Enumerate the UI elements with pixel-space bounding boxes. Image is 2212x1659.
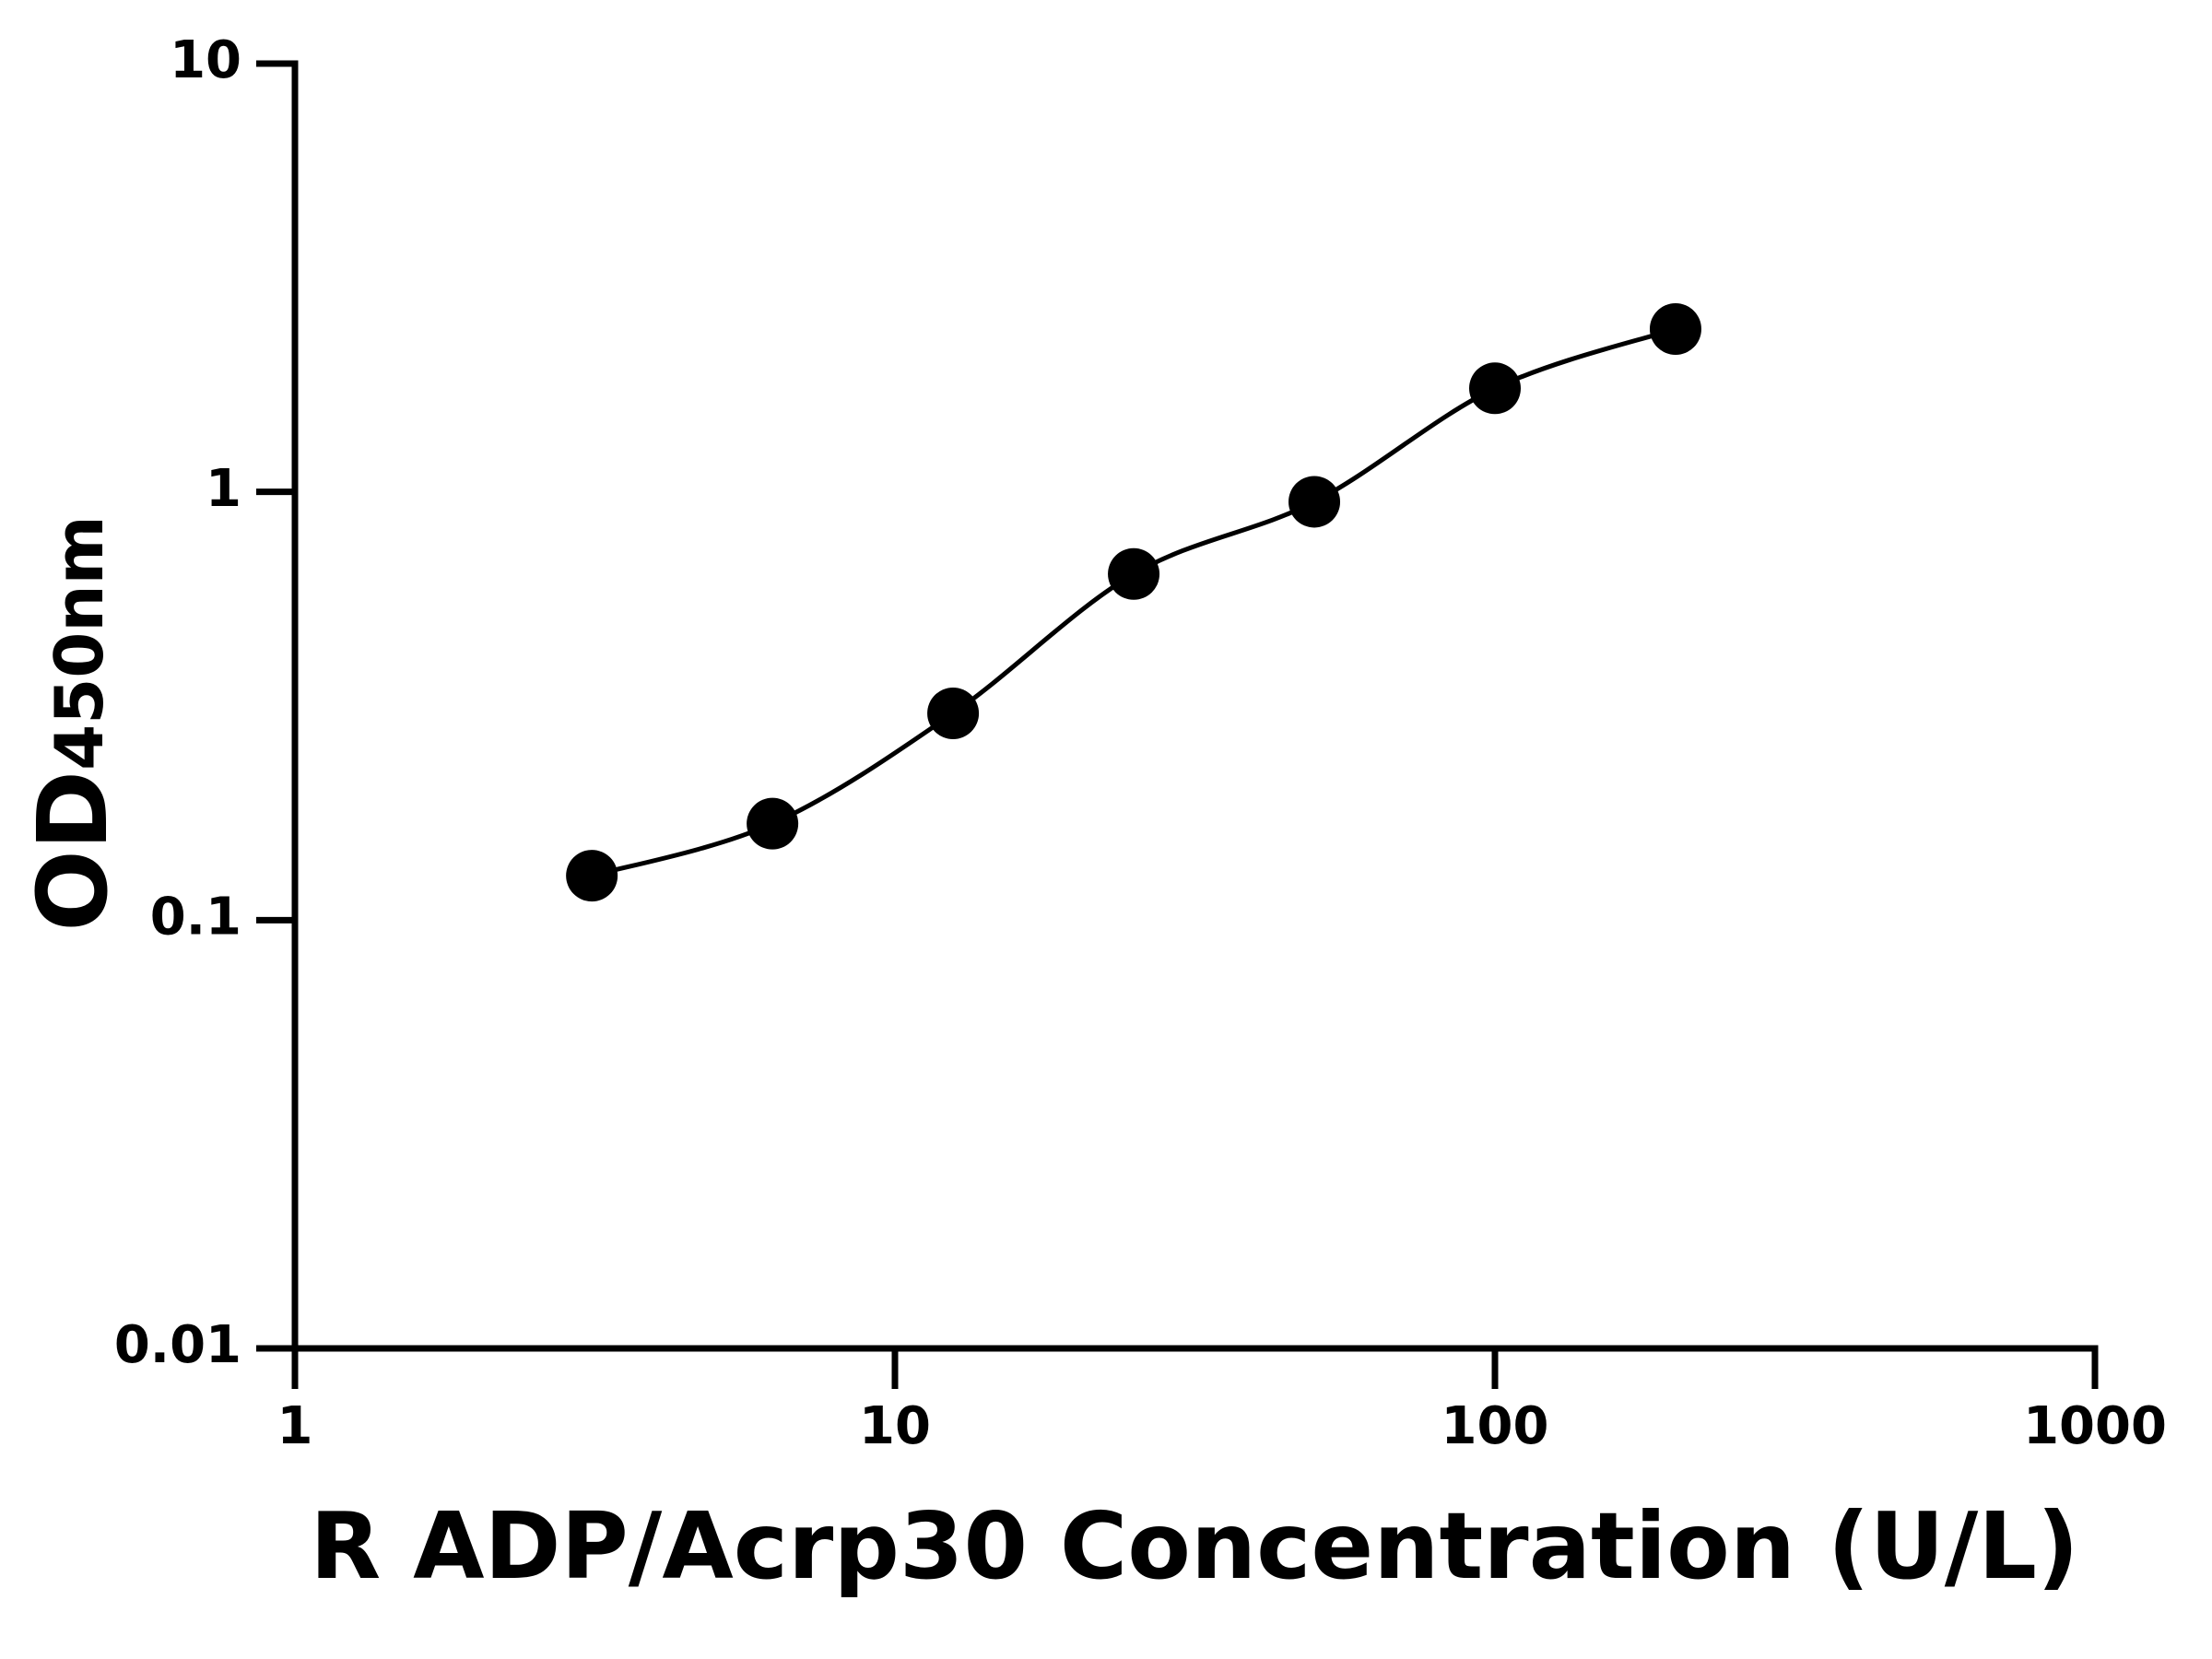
y-tick-label: 0.1	[150, 887, 241, 947]
fit-curve	[591, 326, 1677, 878]
data-point	[1288, 476, 1341, 528]
data-point	[1649, 302, 1701, 355]
y-axis-title-subscript: 450nm	[41, 515, 118, 771]
y-axis-title: OD450nm	[17, 515, 129, 931]
data-point	[927, 687, 980, 739]
x-tick-label: 10	[859, 1396, 931, 1456]
y-tick-label: 1	[206, 459, 241, 519]
x-tick-label: 100	[1441, 1396, 1549, 1456]
x-tick-label: 1	[277, 1396, 313, 1456]
x-tick-label: 1000	[2023, 1396, 2167, 1456]
y-tick-label: 10	[170, 30, 241, 90]
y-tick-label: 0.01	[114, 1315, 241, 1375]
data-point	[747, 797, 799, 850]
data-point	[1108, 547, 1160, 600]
data-point	[1469, 362, 1521, 415]
x-axis-title: R ADP/Acrp30 Concentration (U/L)	[310, 1492, 2078, 1600]
y-axis-title-main: OD	[17, 771, 129, 932]
data-point	[566, 850, 618, 902]
